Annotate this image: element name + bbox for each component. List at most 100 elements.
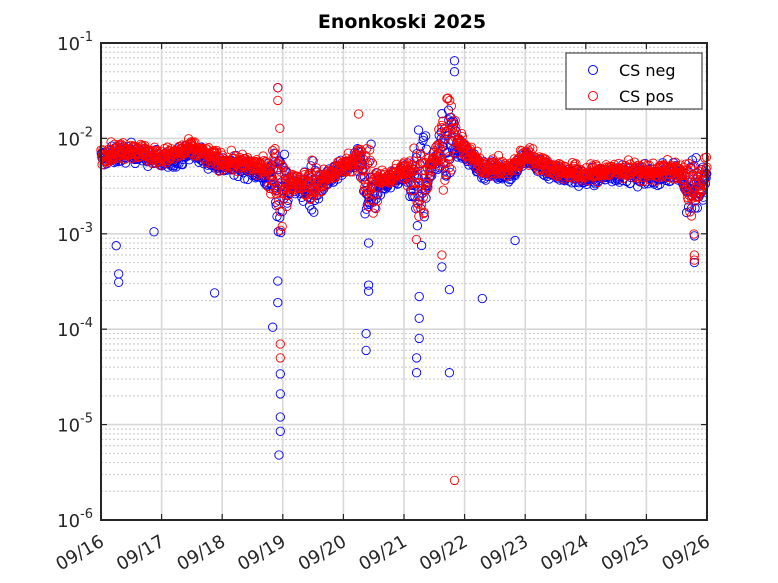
data-point (365, 145, 375, 155)
data-point (435, 143, 446, 154)
data-point (370, 203, 380, 213)
data-point (423, 182, 433, 193)
data-point (363, 197, 373, 207)
data-point (629, 157, 640, 167)
data-point (325, 174, 335, 184)
data-point (438, 185, 448, 195)
data-point-outlier (273, 95, 283, 106)
data-point (413, 125, 424, 135)
data-point (451, 122, 461, 132)
data-point-outlier (449, 67, 460, 77)
data-point (684, 180, 694, 190)
data-point (415, 160, 425, 170)
data-point (419, 212, 429, 222)
data-point (445, 167, 455, 178)
x-tick-label: 09/19 (234, 531, 289, 575)
data-point (276, 167, 286, 177)
data-point (309, 207, 319, 217)
y-tick-label: 10-6 (57, 507, 93, 532)
grid (100, 42, 708, 521)
data-point (148, 145, 158, 155)
data-point (226, 145, 236, 155)
data-point (270, 144, 280, 154)
data-point (307, 155, 317, 165)
data-point (679, 182, 690, 192)
data-point (364, 190, 374, 200)
data-point-outlier (363, 238, 374, 248)
data-point-outlier (689, 255, 700, 265)
x-tick-label: 09/16 (52, 531, 107, 575)
data-point-outlier (275, 369, 285, 379)
data-point-outlier (114, 277, 124, 287)
legend-box (565, 52, 703, 110)
data-point (413, 199, 423, 209)
data-point (365, 195, 376, 205)
data-point-outlier (275, 412, 285, 422)
x-tick-label: 09/24 (537, 531, 592, 575)
x-tick-label: 09/21 (355, 531, 410, 575)
data-point (239, 174, 250, 184)
data-point (275, 212, 285, 223)
data-point (456, 128, 467, 139)
data-point (623, 155, 634, 165)
data-point (235, 152, 245, 163)
data-point (277, 221, 287, 232)
data-point (685, 207, 695, 217)
data-point (273, 199, 283, 210)
data-point-outlier (268, 322, 278, 332)
data-point (457, 131, 467, 142)
data-point (412, 198, 422, 208)
data-point (440, 175, 450, 185)
legend-marker-cs-pos (588, 91, 598, 101)
data-point (108, 153, 118, 164)
data-point (180, 147, 190, 157)
data-point (450, 115, 460, 126)
data-point (98, 145, 108, 155)
data-point-outlier (275, 353, 285, 363)
y-tick-label: 10-4 (57, 316, 93, 341)
data-point (352, 153, 362, 164)
data-point-outlier (414, 313, 424, 323)
data-point-outlier (689, 250, 700, 260)
data-points (96, 56, 712, 486)
data-point (700, 174, 710, 184)
data-point (411, 177, 421, 188)
data-point (689, 229, 699, 239)
data-point (111, 153, 121, 164)
data-point-outlier (444, 284, 455, 295)
data-point (266, 189, 276, 199)
legend-label-cs-neg: CS neg (619, 61, 676, 80)
data-point (106, 137, 116, 147)
data-point (443, 93, 453, 103)
data-point (311, 163, 322, 173)
data-point (347, 167, 357, 177)
data-point (258, 151, 268, 161)
chart-title: Enonkoski 2025 (318, 11, 486, 33)
data-point (275, 123, 285, 133)
data-point-outlier (437, 250, 447, 260)
data-point (362, 159, 373, 169)
legend-label-cs-pos: CS pos (619, 87, 674, 106)
data-point (366, 139, 376, 149)
data-point (442, 128, 453, 139)
y-tick-label: 10-2 (57, 125, 93, 150)
legend: CS neg CS pos (565, 52, 703, 110)
data-point (421, 131, 431, 141)
data-point (437, 109, 447, 119)
data-point (501, 171, 512, 181)
data-point (681, 159, 691, 169)
data-point (444, 151, 454, 162)
ticks (100, 42, 708, 521)
data-point (424, 165, 435, 175)
data-point-outlier (411, 353, 422, 363)
data-point-outlier (273, 83, 283, 93)
data-point (209, 147, 219, 158)
y-tick-label: 10-3 (57, 221, 93, 246)
data-point (366, 181, 377, 191)
data-point (437, 136, 448, 147)
data-point-outlier (414, 291, 424, 302)
data-point (438, 116, 448, 126)
data-point (412, 221, 423, 231)
data-point (676, 167, 686, 177)
data-point (369, 170, 379, 180)
